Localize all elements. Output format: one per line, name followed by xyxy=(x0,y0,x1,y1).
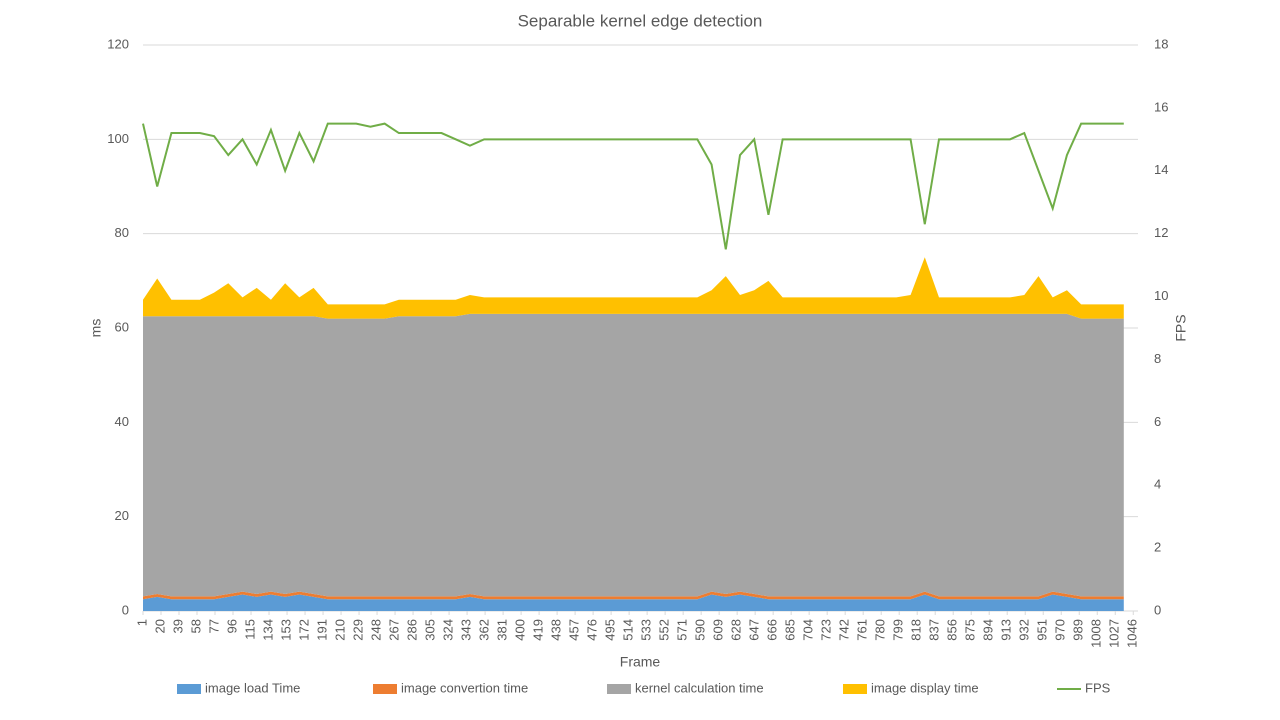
x-tick-label: 1046 xyxy=(1125,619,1140,648)
legend-swatch xyxy=(843,684,867,694)
x-tick-label: 229 xyxy=(350,619,365,641)
x-axis-label: Frame xyxy=(620,654,661,670)
x-tick-label: 856 xyxy=(945,619,960,641)
legend-label: image convertion time xyxy=(401,680,528,695)
x-tick-label: 191 xyxy=(314,619,329,641)
x-tick-label: 666 xyxy=(765,619,780,641)
y2-tick-label: 18 xyxy=(1154,36,1168,51)
y-axis-label: ms xyxy=(88,319,104,338)
x-tick-label: 609 xyxy=(711,619,726,641)
x-tick-label: 1027 xyxy=(1107,619,1122,648)
y-tick-label: 100 xyxy=(107,131,129,146)
x-tick-label: 115 xyxy=(242,619,257,640)
x-tick-label: 438 xyxy=(549,619,564,641)
x-tick-label: 210 xyxy=(332,619,347,641)
x-tick-label: 20 xyxy=(152,619,167,633)
x-tick-label: 875 xyxy=(963,619,978,641)
legend-label: FPS xyxy=(1085,680,1111,695)
x-tick-label: 1 xyxy=(134,619,149,626)
x-tick-label: 951 xyxy=(1035,619,1050,641)
x-tick-label: 894 xyxy=(981,619,996,641)
y2-tick-label: 4 xyxy=(1154,477,1161,492)
x-tick-label: 77 xyxy=(206,619,221,633)
x-tick-label: 514 xyxy=(621,619,636,641)
y2-tick-label: 14 xyxy=(1154,162,1168,177)
area xyxy=(143,594,1124,611)
x-tick-label: 400 xyxy=(513,619,528,641)
y-tick-label: 60 xyxy=(115,319,129,334)
x-tick-label: 134 xyxy=(260,619,275,641)
x-tick-label: 818 xyxy=(909,619,924,641)
legend-swatch xyxy=(177,684,201,694)
x-tick-label: 324 xyxy=(441,619,456,641)
legend-label: image load Time xyxy=(205,680,300,695)
area xyxy=(143,257,1124,319)
y-tick-label: 80 xyxy=(115,225,129,240)
x-tick-label: 305 xyxy=(423,619,438,641)
x-tick-label: 457 xyxy=(567,619,582,641)
x-tick-label: 362 xyxy=(477,619,492,641)
y2-tick-label: 8 xyxy=(1154,351,1161,366)
y2-tick-label: 0 xyxy=(1154,602,1161,617)
x-tick-label: 248 xyxy=(368,619,383,641)
legend-label: kernel calculation time xyxy=(635,680,764,695)
x-tick-label: 552 xyxy=(657,619,672,641)
x-tick-label: 932 xyxy=(1017,619,1032,641)
x-tick-label: 476 xyxy=(585,619,600,641)
legend-swatch xyxy=(607,684,631,694)
x-tick-label: 172 xyxy=(296,619,311,641)
y-tick-label: 40 xyxy=(115,414,129,429)
x-tick-label: 533 xyxy=(639,619,654,641)
x-tick-label: 761 xyxy=(855,619,870,641)
x-tick-label: 153 xyxy=(278,619,293,641)
x-tick-label: 39 xyxy=(170,619,185,633)
x-tick-label: 267 xyxy=(387,619,402,641)
y-tick-label: 20 xyxy=(115,508,129,523)
x-tick-label: 837 xyxy=(927,619,942,641)
x-tick-label: 913 xyxy=(999,619,1014,641)
x-tick-label: 58 xyxy=(188,619,203,633)
x-tick-label: 704 xyxy=(801,619,816,641)
x-tick-label: 1008 xyxy=(1089,619,1104,648)
x-tick-label: 419 xyxy=(531,619,546,641)
y-tick-label: 0 xyxy=(122,602,129,617)
chart-title: Separable kernel edge detection xyxy=(518,11,763,30)
x-tick-label: 647 xyxy=(747,619,762,641)
x-tick-label: 571 xyxy=(675,619,690,641)
line xyxy=(142,122,1124,250)
x-tick-label: 590 xyxy=(693,619,708,641)
x-tick-label: 343 xyxy=(459,619,474,641)
y2-axis-label: FPS xyxy=(1173,314,1189,341)
x-tick-label: 723 xyxy=(819,619,834,641)
y-tick-label: 120 xyxy=(107,36,129,51)
x-tick-label: 799 xyxy=(891,619,906,641)
y2-tick-label: 12 xyxy=(1154,225,1168,240)
x-tick-label: 495 xyxy=(603,619,618,641)
area xyxy=(143,313,1124,597)
y2-tick-label: 6 xyxy=(1154,414,1161,429)
legend-label: image display time xyxy=(871,680,979,695)
x-tick-label: 989 xyxy=(1071,619,1086,641)
x-tick-label: 96 xyxy=(224,619,239,633)
x-tick-label: 685 xyxy=(783,619,798,641)
x-tick-label: 628 xyxy=(729,619,744,641)
area xyxy=(143,591,1124,600)
y2-tick-label: 16 xyxy=(1154,99,1168,114)
y2-tick-label: 2 xyxy=(1154,540,1161,555)
x-tick-label: 286 xyxy=(405,619,420,641)
x-tick-label: 970 xyxy=(1053,619,1068,641)
x-tick-label: 780 xyxy=(873,619,888,641)
legend-swatch xyxy=(373,684,397,694)
y2-tick-label: 10 xyxy=(1154,288,1168,303)
x-tick-label: 381 xyxy=(495,619,510,641)
x-tick-label: 742 xyxy=(837,619,852,641)
